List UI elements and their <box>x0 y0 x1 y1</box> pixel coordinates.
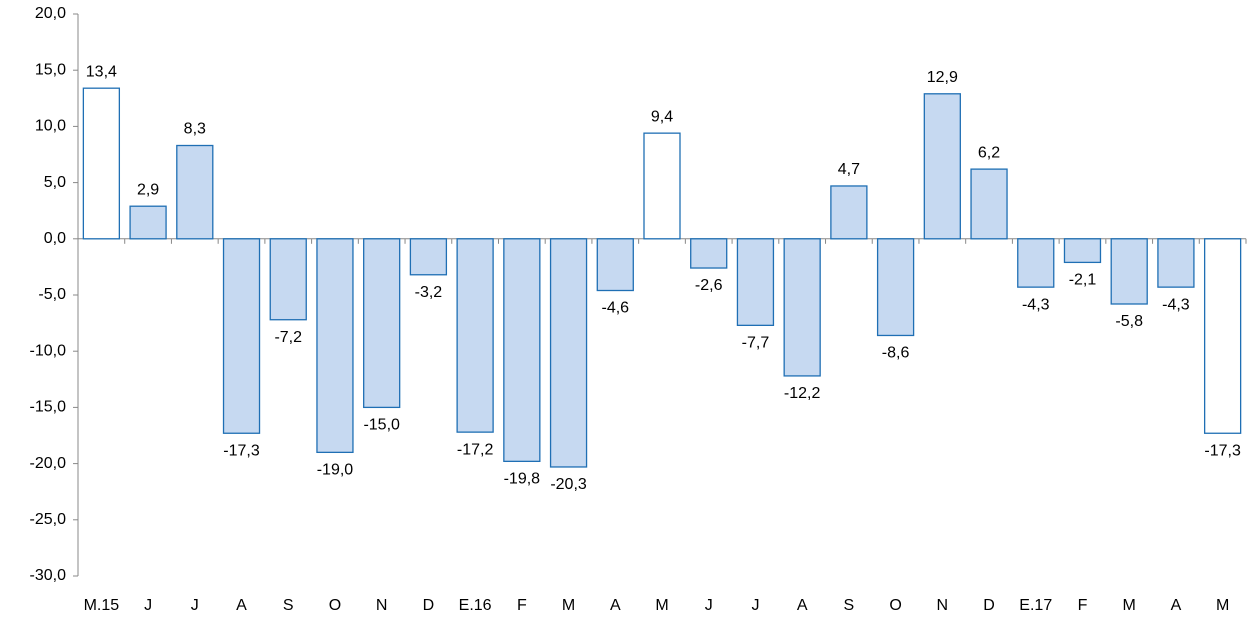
value-label: -5,8 <box>1115 313 1143 330</box>
x-tick-label: M.15 <box>84 597 120 614</box>
value-label: 9,4 <box>651 108 673 125</box>
x-tick-label: S <box>844 597 855 614</box>
bar <box>596 238 634 292</box>
x-tick-label: E.17 <box>1019 597 1052 614</box>
y-tick-label: -5,0 <box>38 286 66 303</box>
value-label: -2,1 <box>1069 272 1097 289</box>
x-tick-label: N <box>937 597 949 614</box>
bar <box>970 168 1008 240</box>
y-tick-label: -25,0 <box>30 511 67 528</box>
value-label: -17,3 <box>223 442 260 459</box>
bar <box>549 238 588 468</box>
value-label: 12,9 <box>927 69 958 86</box>
bar <box>923 93 961 240</box>
x-tick-label: M <box>1216 597 1229 614</box>
value-label: -7,7 <box>742 335 770 352</box>
value-label: -2,6 <box>695 277 723 294</box>
x-tick-label: F <box>517 597 527 614</box>
x-tick-label: S <box>283 597 294 614</box>
bar <box>82 87 121 240</box>
value-label: -7,2 <box>274 329 302 346</box>
y-tick-label: 0,0 <box>44 230 66 247</box>
value-label: 8,3 <box>184 121 206 138</box>
bar <box>503 238 541 463</box>
x-tick-label: A <box>236 597 247 614</box>
x-tick-label: N <box>376 597 388 614</box>
value-label: -4,3 <box>1022 296 1050 313</box>
y-tick-label: 10,0 <box>35 118 66 135</box>
bar <box>690 238 728 269</box>
bar <box>830 185 868 240</box>
y-tick-label: -30,0 <box>30 567 67 584</box>
x-tick-label: O <box>329 597 341 614</box>
x-tick-label: M <box>655 597 668 614</box>
y-tick-label: -15,0 <box>30 399 67 416</box>
bar <box>456 238 494 433</box>
bar <box>269 238 307 321</box>
x-tick-label: J <box>144 597 152 614</box>
bar <box>736 238 775 326</box>
x-tick-label: M <box>1123 597 1136 614</box>
y-tick-label: 20,0 <box>35 5 66 22</box>
x-tick-label: D <box>423 597 435 614</box>
bar <box>783 238 821 377</box>
value-label: -12,2 <box>784 385 821 402</box>
x-tick-label: A <box>797 597 808 614</box>
value-label: 2,9 <box>137 181 159 198</box>
x-tick-label: A <box>610 597 621 614</box>
value-label: 13,4 <box>86 63 117 80</box>
bar <box>316 238 354 454</box>
value-label: -3,2 <box>415 284 443 301</box>
y-tick-label: -10,0 <box>30 342 67 359</box>
bar <box>129 205 167 240</box>
bar <box>222 238 261 434</box>
bar <box>1110 238 1148 305</box>
x-tick-label: O <box>889 597 901 614</box>
x-tick-label: A <box>1171 597 1182 614</box>
y-tick-label: 15,0 <box>35 61 66 78</box>
value-label: -4,3 <box>1162 296 1190 313</box>
y-tick-label: 5,0 <box>44 174 66 191</box>
value-label: 6,2 <box>978 144 1000 161</box>
value-label: -17,2 <box>457 441 494 458</box>
value-label: -20,3 <box>550 476 587 493</box>
x-tick-label: J <box>191 597 199 614</box>
x-tick-label: D <box>983 597 995 614</box>
bar <box>643 132 681 240</box>
bar <box>1157 238 1195 288</box>
bar <box>1063 238 1102 264</box>
value-label: -15,0 <box>363 417 400 434</box>
x-tick-label: E.16 <box>459 597 492 614</box>
value-label: 4,7 <box>838 161 860 178</box>
bar <box>1203 238 1242 434</box>
bar <box>176 144 214 240</box>
bar <box>1017 238 1055 288</box>
value-label: -17,3 <box>1204 442 1241 459</box>
bar <box>363 238 401 409</box>
value-label: -19,8 <box>504 471 541 488</box>
value-label: -19,0 <box>317 462 354 479</box>
bar <box>876 238 915 337</box>
value-label: -8,6 <box>882 345 910 362</box>
x-tick-label: M <box>562 597 575 614</box>
y-tick-label: -20,0 <box>30 455 67 472</box>
x-tick-label: J <box>751 597 759 614</box>
value-label: -4,6 <box>601 300 629 317</box>
bar <box>409 238 448 276</box>
x-tick-label: F <box>1078 597 1088 614</box>
x-tick-label: J <box>705 597 713 614</box>
